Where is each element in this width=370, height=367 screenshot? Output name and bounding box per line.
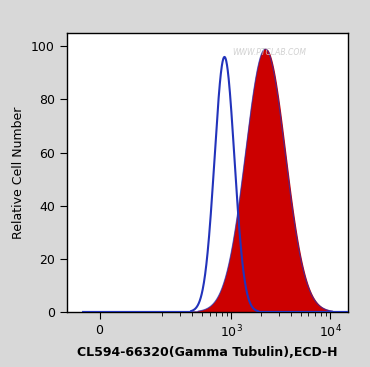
- Y-axis label: Relative Cell Number: Relative Cell Number: [12, 106, 26, 239]
- Text: WWW.PTCLAB.COM: WWW.PTCLAB.COM: [232, 48, 306, 57]
- X-axis label: CL594-66320(Gamma Tubulin),ECD-H: CL594-66320(Gamma Tubulin),ECD-H: [77, 346, 337, 359]
